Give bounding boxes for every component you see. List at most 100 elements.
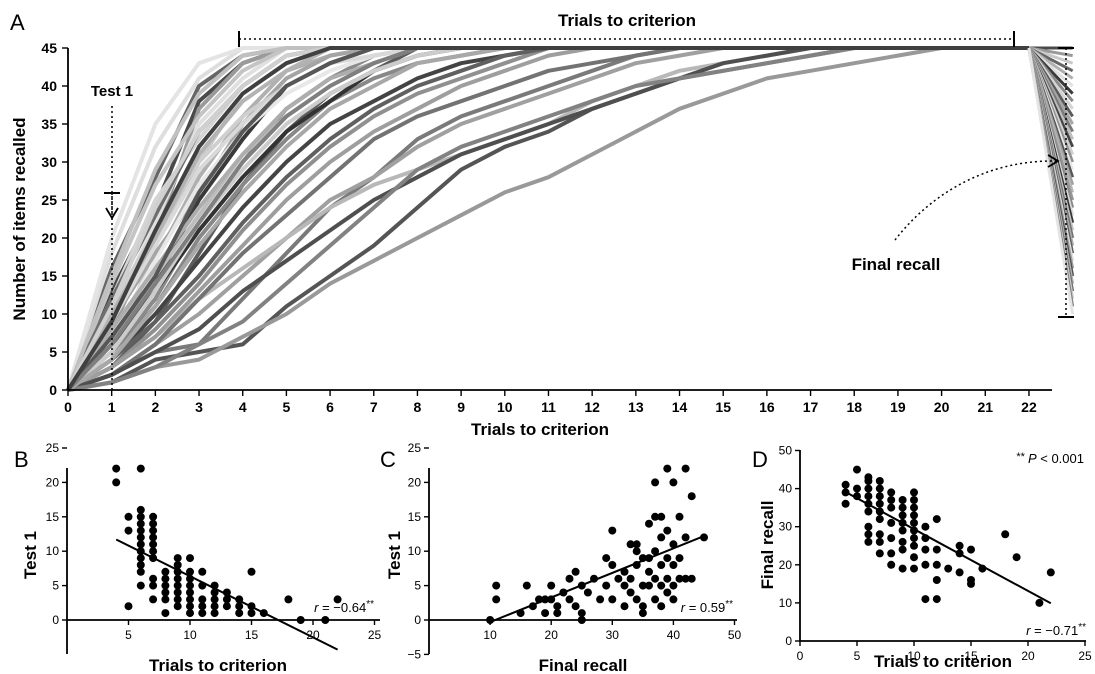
y-tick-label: 20 — [779, 558, 793, 572]
data-point — [932, 545, 941, 554]
panel-d-r-symbol: r — [1026, 623, 1031, 638]
data-point — [632, 547, 641, 556]
data-point — [681, 574, 690, 583]
data-point — [186, 588, 194, 597]
data-point — [669, 540, 678, 549]
data-point — [645, 581, 653, 590]
data-point — [910, 518, 918, 527]
x-tick-label: 22 — [1021, 399, 1037, 415]
panel-c-x-axis-label: Final recall — [539, 656, 628, 674]
data-point — [136, 505, 145, 514]
data-point — [681, 533, 690, 542]
panel-b-x-axis-label: Trials to criterion — [149, 656, 287, 674]
x-tick-label: 20 — [306, 628, 320, 642]
x-tick-label: 14 — [672, 399, 688, 415]
test1-annotation: Test 1 — [91, 83, 133, 100]
panel-c-points — [486, 464, 708, 624]
data-point — [235, 609, 244, 618]
x-tick-label: 7 — [370, 399, 378, 415]
data-point — [663, 554, 672, 563]
data-point — [875, 537, 884, 546]
x-tick-label: 17 — [803, 399, 819, 415]
data-point — [898, 537, 907, 546]
data-point — [898, 564, 907, 573]
data-point — [596, 595, 605, 604]
data-point — [887, 503, 896, 512]
y-tick-label: 0 — [52, 613, 59, 627]
x-tick-label: 12 — [584, 399, 600, 415]
x-tick-label: 18 — [846, 399, 862, 415]
data-point — [669, 478, 678, 487]
x-tick-label: 25 — [368, 628, 382, 642]
panel-d-r-value: = −0.71 — [1030, 623, 1078, 638]
data-point — [112, 478, 121, 487]
data-point — [124, 526, 133, 535]
data-point — [864, 507, 873, 516]
panel-b-r-value: = −0.64 — [318, 600, 366, 615]
x-tick-label: 5 — [125, 628, 132, 642]
data-point — [602, 581, 611, 590]
x-tick-label: 0 — [64, 399, 72, 415]
data-point — [522, 581, 531, 590]
data-point — [875, 484, 884, 493]
data-point — [921, 595, 930, 604]
data-point — [1046, 568, 1055, 577]
data-point — [161, 609, 170, 618]
x-tick-label: 30 — [606, 628, 620, 642]
x-tick-label: 11 — [541, 399, 556, 415]
series-line — [67, 46, 1029, 392]
data-point — [210, 595, 219, 604]
data-point — [136, 561, 145, 569]
x-tick-label: 4 — [239, 399, 247, 415]
data-point — [864, 477, 873, 485]
y-tick-label: 25 — [41, 192, 57, 208]
data-point — [853, 465, 861, 474]
data-point — [657, 602, 666, 611]
significance-note-stars: ** — [1016, 451, 1025, 463]
data-point — [620, 602, 629, 611]
final-recall-arrowhead — [1047, 154, 1060, 168]
panel-label-c: C — [380, 447, 396, 472]
data-point — [602, 554, 611, 563]
significance-note: ** P < 0.001 — [1016, 451, 1084, 466]
data-point — [136, 464, 145, 473]
x-tick-label: 40 — [667, 628, 681, 642]
data-point — [681, 464, 690, 473]
data-point — [921, 560, 930, 569]
data-point — [149, 512, 158, 521]
data-point — [186, 567, 194, 576]
panel-d-points — [841, 465, 1055, 607]
data-point — [910, 496, 918, 504]
y-tick-label: 10 — [46, 544, 60, 558]
series-line — [66, 46, 1029, 392]
series-line — [67, 46, 1029, 392]
data-point — [898, 503, 907, 512]
data-point — [651, 512, 660, 521]
data-point — [663, 526, 672, 535]
data-point — [149, 574, 158, 583]
panel-d-scatter: 0 5 10 15 20 25 0 10 20 30 40 50 Trials to criteri… — [758, 444, 1092, 672]
data-point — [198, 609, 207, 618]
data-point — [136, 519, 145, 528]
x-tick-label: 0 — [797, 649, 804, 663]
data-point — [875, 477, 884, 485]
data-point — [887, 518, 896, 527]
data-point — [875, 530, 884, 539]
x-tick-label: 15 — [715, 399, 731, 415]
data-point — [173, 602, 182, 611]
panel-c-correlation: r = 0.59** — [681, 599, 733, 615]
data-point — [887, 496, 896, 504]
x-tick-label: 50 — [728, 628, 742, 642]
data-point — [967, 545, 975, 554]
data-point — [173, 581, 182, 590]
data-point — [161, 567, 170, 576]
panel-a-y-ticks: 0 5 10 15 20 25 30 35 40 45 — [41, 40, 68, 398]
data-point — [638, 609, 647, 618]
data-point — [553, 609, 562, 618]
data-point — [333, 595, 342, 604]
y-tick-label: 5 — [414, 579, 421, 593]
y-tick-label: 10 — [779, 596, 793, 610]
data-point — [875, 499, 884, 508]
data-point — [626, 588, 635, 597]
data-point — [841, 480, 850, 489]
